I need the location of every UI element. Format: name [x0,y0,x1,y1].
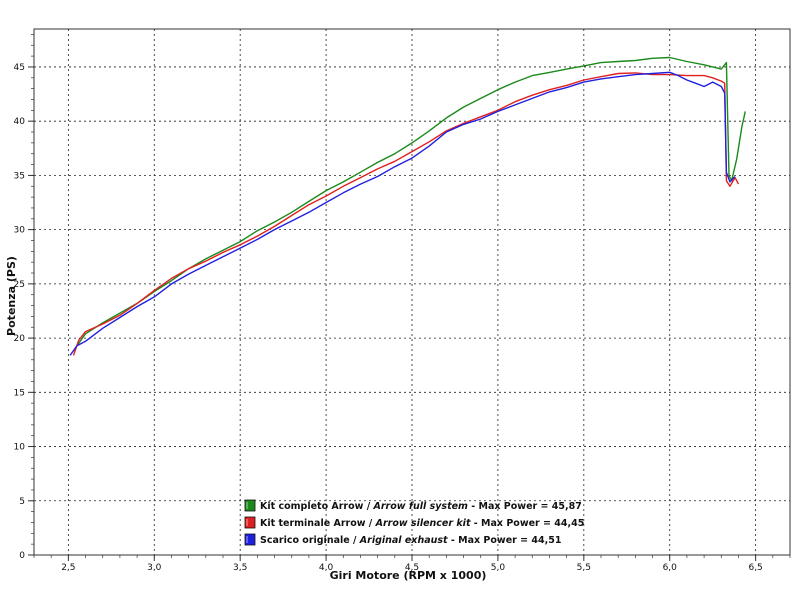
legend-label-part: Scarico originale / [260,535,360,546]
legend-label-0: Kit completo Arrow / Arrow full system -… [260,501,582,512]
legend-label-max: - Max Power = 45,87 [468,501,582,512]
legend-label-max: - Max Power = 44,45 [470,518,584,529]
y-tick-label: 10 [14,443,26,453]
legend: Kit completo Arrow / Arrow full system -… [244,499,584,546]
legend-label-1: Kit terminale Arrow / Arrow silencer kit… [260,518,584,529]
x-tick-label: 2,5 [61,563,75,573]
x-tick-label: 5,5 [577,563,591,573]
series-line-2 [69,71,736,356]
x-tick-label: 4,5 [405,563,419,573]
legend-label-part: Kit completo Arrow / [260,501,374,512]
legend-swatch-1 [244,516,256,529]
legend-label-part: Kit terminale Arrow / [260,518,376,529]
x-axis-label: Giri Motore (RPM x 1000) [330,569,487,582]
y-tick-label: 0 [19,551,25,561]
axis-ticks: 2,5 3,0 3,5 4,0 4,5 5,0 5,5 6,0 6,5 0 5 10 15 20 25 30 3… [14,34,791,573]
plot-area [33,28,791,556]
legend-label-italic: Ariginal exhaust [359,535,448,546]
legend-swatch-0 [244,499,256,512]
series-group [69,56,746,356]
x-tick-label: 4,0 [319,563,334,573]
legend-label-2: Scarico originale / Ariginal exhaust - M… [260,535,561,546]
y-tick-label: 25 [14,280,25,290]
y-tick-label: 45 [14,63,25,73]
y-tick-label: 20 [14,334,26,344]
legend-label-italic: Arrow silencer kit [375,518,471,529]
legend-swatch-2 [244,533,256,546]
x-tick-label: 3,5 [233,563,247,573]
legend-label-italic: Arrow full system [373,501,469,512]
x-tick-label: 6,5 [748,563,762,573]
x-tick-label: 3,0 [147,563,162,573]
y-tick-label: 15 [14,388,25,398]
series-line-1 [72,72,740,356]
y-tick-label: 35 [14,171,25,181]
y-tick-label: 30 [14,226,26,236]
y-tick-label: 40 [14,117,26,127]
x-tick-label: 6,0 [663,563,678,573]
legend-label-max: - Max Power = 44,51 [448,535,562,546]
y-axis-label: Potenza (PS) [5,256,18,336]
grid [34,29,790,555]
x-tick-label: 5,0 [491,563,506,573]
y-tick-label: 5 [19,497,25,507]
